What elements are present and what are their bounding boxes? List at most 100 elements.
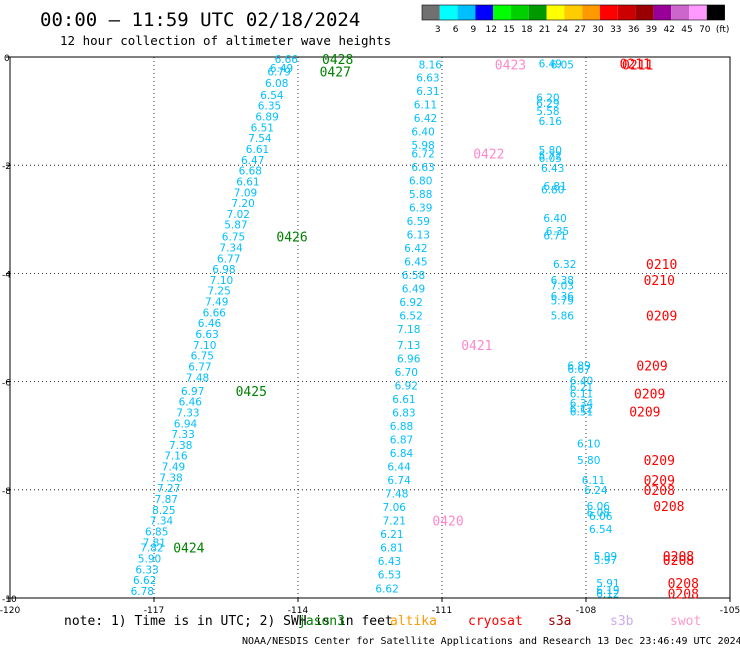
wave-height-point: 6.62 — [375, 583, 398, 595]
wave-height-point: 6.63 — [416, 73, 439, 85]
wave-height-point: 6.32 — [553, 259, 576, 271]
y-tick-label: -10 — [2, 595, 17, 605]
y-tick-label: 0 — [4, 54, 10, 64]
colorbar-swatch — [671, 5, 689, 20]
colorbar-swatch — [511, 5, 529, 20]
satellite-legend: jason3 altika cryosat s3a s3b swot — [298, 614, 701, 629]
wave-height-point: 6.12 — [596, 589, 619, 601]
pass-time-label: 0208 — [663, 554, 694, 569]
pass-time-label: 0424 — [173, 542, 204, 557]
wave-height-point: 6.13 — [407, 229, 430, 241]
colorbar-swatch — [582, 5, 600, 20]
wave-height-point: 6.51 — [251, 122, 274, 134]
colorbar-swatch — [475, 5, 494, 20]
wave-height-point: 7.20 — [231, 198, 254, 210]
legend-s3a: s3a — [548, 614, 571, 629]
wave-height-point: 6.80 — [541, 185, 564, 197]
wave-height-point: 6.98 — [212, 264, 235, 276]
wave-height-point: 6.16 — [539, 116, 563, 128]
wave-height-point: 6.58 — [402, 270, 425, 282]
pass-time-label: 0420 — [432, 515, 463, 530]
wave-height-point: 5.79 — [551, 295, 574, 307]
wave-height-point: 6.43 — [541, 163, 564, 175]
wave-height-point: 6.63 — [411, 162, 434, 174]
wave-height-point: 6.33 — [135, 564, 158, 576]
colorbar-swatch — [600, 5, 618, 20]
colorbar-label: 9 — [471, 25, 477, 35]
wave-height-point: 6.61 — [392, 394, 415, 406]
pass-time-label: 0208 — [668, 588, 699, 603]
wave-height-point: 6.54 — [589, 524, 613, 536]
x-tick-label: -114 — [288, 606, 309, 616]
legend-cryosat: cryosat — [468, 614, 523, 629]
wave-height-point: 6.94 — [174, 418, 198, 430]
wave-height-point: 6.12 — [570, 404, 593, 416]
wave-height-point: 7.02 — [227, 209, 250, 221]
colorbar-swatch — [689, 5, 707, 20]
wave-height-point: 6.71 — [543, 231, 566, 243]
pass-time-label: 0428 — [322, 53, 353, 68]
wave-height-point: 6.43 — [378, 556, 401, 568]
pass-time-label: 0208 — [653, 500, 684, 515]
wave-height-point: 5.88 — [409, 189, 432, 201]
wave-height-point: 7.48 — [385, 489, 408, 501]
pass-time-label: 0209 — [646, 310, 677, 325]
wave-height-point: 6.21 — [570, 382, 593, 394]
colorbar-label: 39 — [646, 25, 658, 35]
colorbar-swatch — [439, 5, 458, 20]
wave-height-point: 6.96 — [397, 353, 421, 365]
x-tick-label: -111 — [432, 606, 452, 616]
pass-time-label: 0425 — [236, 385, 267, 400]
wave-height-point: 7.34 — [150, 516, 174, 528]
wave-height-point: 6.20 — [536, 93, 559, 105]
y-tick-label: -2 — [2, 162, 11, 172]
wave-height-point: 6.46 — [198, 318, 222, 330]
colorbar-swatch — [653, 5, 672, 20]
wave-height-point: 7.38 — [159, 472, 182, 484]
wave-height-point: 6.40 — [543, 213, 566, 225]
wave-height-point: 6.45 — [404, 256, 427, 268]
wave-height-point: 7.27 — [157, 483, 180, 495]
wave-height-point: 5.72 — [539, 150, 562, 162]
wave-height-point: 6.24 — [584, 485, 608, 497]
colorbar-swatch — [528, 5, 547, 20]
wave-height-point: 6.11 — [582, 475, 605, 487]
colorbar-label: 6 — [453, 25, 459, 35]
wave-height-point: 7.10 — [193, 340, 216, 352]
wave-height-point: 6.87 — [390, 434, 413, 446]
wave-height-point: 5.80 — [539, 145, 562, 157]
wave-height-point: 5.90 — [138, 554, 161, 566]
wave-height-point: 7.03 — [551, 280, 574, 292]
wave-height-point: 7.33 — [176, 407, 199, 419]
pass-time-label: 0209 — [629, 405, 660, 420]
wave-height-point: 6.51 — [570, 406, 593, 418]
wave-height-point: 6.68 — [239, 166, 262, 178]
wave-height-point: 6.49 — [270, 63, 293, 75]
pass-time-label: 0209 — [644, 474, 675, 489]
wave-height-point: 6.63 — [195, 329, 218, 341]
wave-height-point: 5.99 — [594, 551, 617, 563]
wave-height-point: 6.46 — [179, 397, 203, 409]
color-scale-legend: 3 6 9 12 15 18 21 24 27 30 33 36 39 42 45 70 (ft) — [421, 4, 729, 35]
wave-height-point: 6.66 — [203, 307, 227, 319]
wave-height-point: 6.05 — [539, 153, 562, 165]
wave-height-point: 6.34 — [570, 398, 594, 410]
colorbar-label: 36 — [628, 25, 640, 35]
y-tick-label: -8 — [2, 487, 11, 497]
wave-height-point: 5.98 — [411, 140, 434, 152]
wave-height-point: 6.92 — [395, 380, 418, 392]
wave-height-point: 6.49 — [402, 284, 425, 296]
wave-height-point: 6.78 — [131, 586, 154, 598]
x-tick-label: -105 — [720, 606, 740, 616]
wave-height-point: 6.77 — [188, 361, 211, 373]
pass-time-label: 0422 — [473, 147, 504, 162]
wave-height-point: 7.38 — [169, 440, 192, 452]
wave-height-point: 6.88 — [390, 421, 413, 433]
colorbar-label: 24 — [557, 25, 569, 35]
colorbar-frame — [421, 4, 725, 21]
colorbar-swatch — [706, 5, 725, 20]
wave-height-point: 6.80 — [409, 175, 432, 187]
wave-height-point: 6.66 — [275, 54, 299, 66]
chart-subtitle: 12 hour collection of altimeter wave hei… — [60, 33, 391, 48]
wave-height-point: 6.05 — [551, 60, 574, 72]
